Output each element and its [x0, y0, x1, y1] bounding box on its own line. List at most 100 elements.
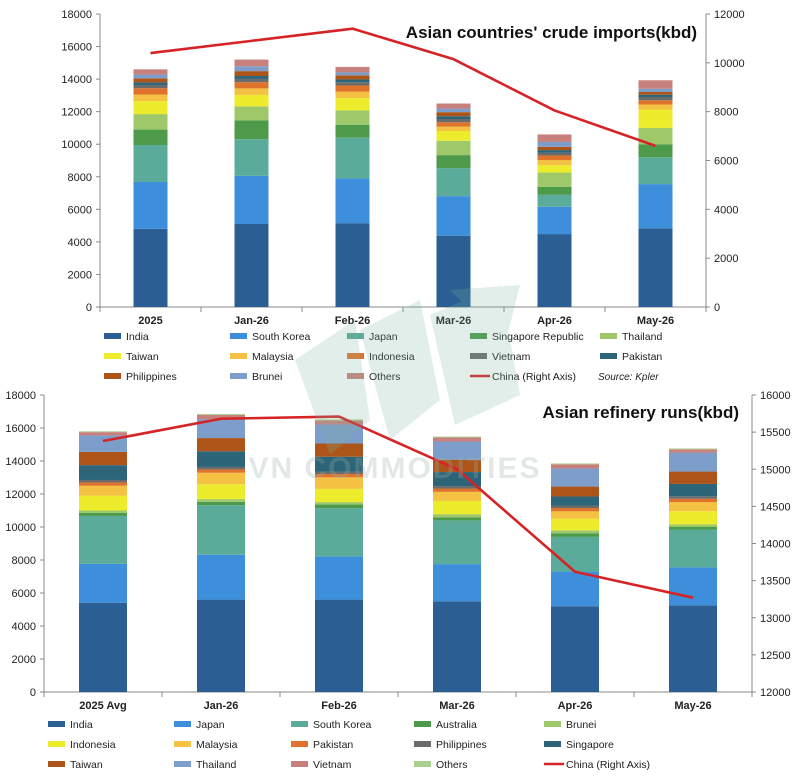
chart2-bar-others — [79, 431, 127, 433]
chart2-bar-singapore — [79, 465, 127, 480]
chart1-bar-others — [436, 103, 471, 109]
chart2-bar-australia — [669, 527, 717, 530]
chart1-x-tick-label: May-26 — [637, 315, 674, 327]
chart2-legend-swatch-india — [48, 721, 65, 727]
chart1-bar-philippines — [537, 146, 572, 151]
chart2-bar-indonesia — [551, 518, 599, 531]
chart2-bar-others — [669, 448, 717, 450]
chart2-y-tick-label: 2000 — [12, 654, 36, 666]
chart1-bar-indonesia — [436, 122, 471, 127]
chart1-legend-swatch-japan — [347, 333, 364, 339]
chart2-legend-swatch-indonesia — [48, 741, 65, 747]
chart1-x-tick-label: Apr-26 — [537, 315, 572, 327]
chart2-bar-india — [79, 602, 127, 692]
chart1-bar-vietnam — [436, 118, 471, 123]
chart1-legend-label-thailand: Thailand — [622, 331, 662, 343]
chart2-x-tick-label: Feb-26 — [321, 700, 356, 712]
chart1-bar-south-korea — [335, 178, 370, 224]
chart2-bar-brunei — [433, 514, 481, 518]
chart2-bar-india — [433, 601, 481, 692]
chart2-bar-taiwan — [315, 443, 363, 457]
chart2-y-tick-label: 8000 — [12, 555, 36, 567]
chart1-bar-vietnam — [638, 97, 673, 101]
chart2-bar-thailand — [551, 468, 599, 487]
chart2-bar-south-korea — [669, 529, 717, 568]
chart2-bar-south-korea — [433, 520, 481, 565]
chart2-y2-tick-label: 15000 — [760, 464, 791, 476]
chart2-bar-philippines — [315, 471, 363, 475]
chart1-bar-thailand — [638, 127, 673, 145]
chart1-y-tick-label: 0 — [86, 302, 92, 314]
chart2-bar-japan — [433, 564, 481, 602]
chart2-line-china-right-axis — [102, 415, 694, 599]
chart1-bar-india — [133, 228, 168, 307]
chart1-legend-label-indonesia: Indonesia — [369, 351, 415, 363]
chart1-legend-label-others: Others — [369, 371, 401, 383]
chart2-legend-label-india: India — [70, 719, 93, 731]
chart2-bar-japan — [669, 567, 717, 606]
chart1-legend-label-pakistan: Pakistan — [622, 351, 662, 363]
chart2-bar-singapore — [669, 483, 717, 497]
chart1-legend-swatch-brunei — [230, 373, 247, 379]
chart1-bar-taiwan — [638, 109, 673, 128]
chart1-legend-swatch-vietnam — [470, 353, 487, 359]
chart1-bar-singapore-republic — [234, 120, 269, 140]
chart2-legend-label-taiwan: Taiwan — [70, 759, 103, 771]
chart1-bar-others — [133, 69, 168, 75]
chart2-legend-swatch-south-korea — [291, 721, 308, 727]
chart1-bar-japan — [638, 157, 673, 185]
chart1-bar-japan — [537, 194, 572, 207]
chart2-legend-swatch-philippines — [414, 741, 431, 747]
chart1-y2-tick-label: 8000 — [714, 107, 738, 119]
chart2-legend-swatch-brunei — [544, 721, 561, 727]
chart1-legend-label-philippines: Philippines — [126, 371, 177, 383]
chart2-legend-swatch-others — [414, 761, 431, 767]
chart2-bar-south-korea — [197, 505, 245, 555]
chart1-bar-malaysia — [234, 88, 269, 95]
chart2-bar-india — [197, 599, 245, 692]
chart2-bar-south-korea — [315, 508, 363, 557]
chart2-bar-brunei — [197, 499, 245, 502]
chart2-y-tick-label: 18000 — [5, 390, 36, 402]
chart2-bar-pakistan — [79, 482, 127, 486]
chart2-bar-philippines — [433, 486, 481, 489]
chart1-legend-swatch-taiwan — [104, 353, 121, 359]
chart1-bar-singapore-republic — [335, 124, 370, 138]
chart2-bar-malaysia — [551, 511, 599, 519]
chart1-bar-south-korea — [133, 181, 168, 229]
chart2-bar-philippines — [197, 466, 245, 470]
chart2-legend-swatch-malaysia — [174, 741, 191, 747]
chart1-bar-brunei — [638, 88, 673, 92]
chart1-bar-vietnam — [537, 152, 572, 156]
chart2-y2-tick-label: 15500 — [760, 427, 791, 439]
chart1-x-tick-label: Mar-26 — [436, 315, 471, 327]
chart2-bar-indonesia — [433, 500, 481, 515]
chart1-legend-label-south-korea: South Korea — [252, 331, 311, 343]
chart1-bar-pakistan — [335, 79, 370, 83]
chart1-bar-singapore-republic — [133, 129, 168, 146]
chart1-bar-taiwan — [436, 131, 471, 141]
chart1-bar-india — [537, 234, 572, 307]
chart1-bar-vietnam — [133, 84, 168, 89]
chart1-legend-label-taiwan: Taiwan — [126, 351, 159, 363]
chart1-bar-indonesia — [537, 155, 572, 161]
chart2-bar-taiwan — [197, 438, 245, 452]
crude-imports-chart: 0 2000 4000 6000 8000 10000 12000 14000 16000 180… — [61, 9, 744, 383]
chart2-legend-label-singapore: Singapore — [566, 739, 614, 751]
chart1-bar-malaysia — [537, 160, 572, 166]
chart2-bar-brunei — [669, 524, 717, 527]
chart2-legend-label-pakistan: Pakistan — [313, 739, 353, 751]
chart1-bar-malaysia — [436, 126, 471, 132]
chart1-bar-brunei — [335, 72, 370, 76]
chart1-legend-swatch-pakistan — [600, 353, 617, 359]
chart2-bar-malaysia — [197, 472, 245, 485]
chart2-y2-tick-label: 14000 — [760, 539, 791, 551]
chart2-bar-vietnam — [669, 449, 717, 453]
chart1-y-tick-label: 12000 — [61, 107, 92, 119]
chart2-y-tick-label: 0 — [30, 687, 36, 699]
chart1-bar-south-korea — [638, 184, 673, 229]
chart1-bar-singapore-republic — [537, 186, 572, 195]
chart1-bar-japan — [436, 168, 471, 197]
chart1-bar-vietnam — [234, 78, 269, 83]
chart1-bar-thailand — [234, 106, 269, 121]
